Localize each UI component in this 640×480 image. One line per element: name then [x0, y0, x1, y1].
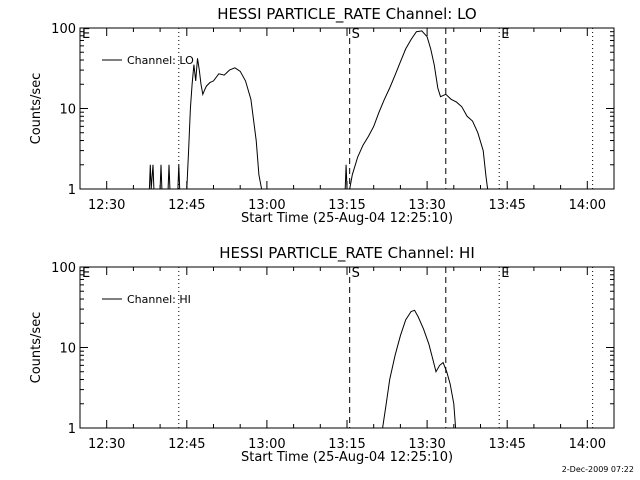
- x-tick-label: 13:00: [248, 437, 285, 452]
- corner-label: E: [82, 266, 90, 281]
- timestamp: 2-Dec-2009 07:22: [561, 465, 634, 474]
- panel-lo: HESSI PARTICLE_RATE Channel: LO 1 10 100 12:…: [29, 5, 615, 226]
- x-tick-label: 12:45: [168, 198, 205, 213]
- series-line: [148, 30, 489, 189]
- x-axis-label: Start Time (25-Aug-04 12:25:10): [241, 211, 453, 226]
- x-tick-label: 13:45: [488, 437, 525, 452]
- y-axis-label: Counts/sec: [29, 73, 44, 145]
- series-line: [382, 309, 457, 428]
- plot-frame: [79, 266, 615, 429]
- x-tick-label: 12:30: [88, 437, 125, 452]
- y-tick-label: 10: [59, 103, 76, 118]
- x-tick-label: 13:15: [328, 198, 365, 213]
- legend-label: Channel: LO: [127, 54, 194, 67]
- corner-label: E: [82, 27, 90, 42]
- marker-label: E: [501, 27, 509, 42]
- y-tick-label: 100: [51, 22, 76, 37]
- x-tick-label: 13:45: [488, 198, 525, 213]
- y-tick-label: 100: [51, 261, 76, 276]
- y-tick-label: 1: [68, 422, 76, 437]
- marker-label: E: [501, 266, 509, 281]
- x-tick-label: 12:45: [168, 437, 205, 452]
- marker-label: S: [352, 266, 360, 281]
- y-axis-label: Counts/sec: [29, 312, 44, 384]
- x-tick-label: 13:30: [408, 437, 445, 452]
- plot-frame: [79, 27, 615, 190]
- x-tick-label: 13:15: [328, 437, 365, 452]
- x-tick-label: 14:00: [569, 198, 606, 213]
- marker-label: S: [352, 27, 360, 42]
- legend-label: Channel: HI: [127, 293, 191, 306]
- x-tick-label: 13:30: [408, 198, 445, 213]
- x-tick-label: 14:00: [569, 437, 606, 452]
- y-tick-label: 10: [59, 342, 76, 357]
- chart-title: HESSI PARTICLE_RATE Channel: HI: [219, 244, 475, 263]
- panel-hi: HESSI PARTICLE_RATE Channel: HI 1 10 100 12:…: [29, 244, 615, 465]
- chart-title: HESSI PARTICLE_RATE Channel: LO: [217, 5, 476, 24]
- x-tick-label: 13:00: [248, 198, 285, 213]
- x-tick-label: 12:30: [88, 198, 125, 213]
- x-axis-label: Start Time (25-Aug-04 12:25:10): [241, 450, 453, 465]
- y-tick-label: 1: [68, 183, 76, 198]
